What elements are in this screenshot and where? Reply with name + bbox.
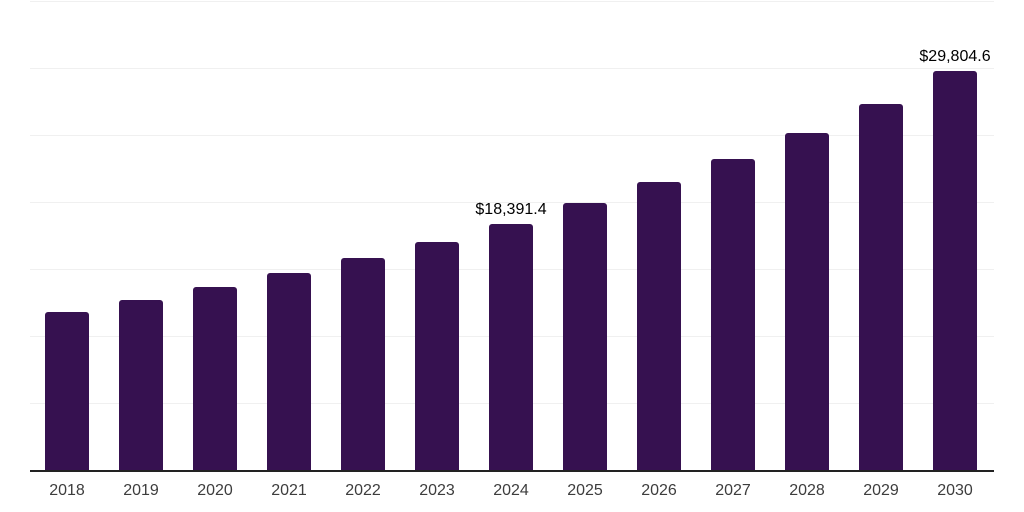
bar-2030 (933, 70, 977, 470)
x-tick-label-2028: 2028 (789, 482, 825, 499)
bar-2025 (563, 202, 607, 470)
bar-2023 (415, 242, 459, 470)
bar-2021 (267, 273, 311, 470)
x-tick-label-2018: 2018 (49, 482, 85, 499)
x-tick-label-2030: 2030 (937, 482, 973, 499)
x-axis-line (30, 470, 994, 472)
bar-2028 (785, 133, 829, 470)
x-tick-label-2020: 2020 (197, 482, 233, 499)
x-tick-label-2029: 2029 (863, 482, 899, 499)
x-tick-label-2019: 2019 (123, 482, 159, 499)
bar-2019 (119, 299, 163, 470)
x-tick-label-2024: 2024 (493, 482, 529, 499)
gridline (30, 134, 994, 136)
data-label-2024: $18,391.4 (475, 200, 547, 218)
gridline (30, 201, 994, 203)
gridline (30, 67, 994, 69)
x-tick-label-2021: 2021 (271, 482, 307, 499)
x-tick-label-2022: 2022 (345, 482, 381, 499)
bar-2026 (637, 182, 681, 470)
x-tick-label-2026: 2026 (641, 482, 677, 499)
bar-2029 (859, 104, 903, 470)
x-tick-label-2027: 2027 (715, 482, 751, 499)
x-tick-label-2023: 2023 (419, 482, 455, 499)
bar-2020 (193, 287, 237, 470)
bar-2018 (45, 311, 89, 470)
plot-area: $18,391.4 $29,804.6 (30, 0, 994, 470)
data-label-2030: $29,804.6 (919, 47, 991, 65)
bar-2022 (341, 258, 385, 470)
bar-2027 (711, 159, 755, 470)
bar-2024 (489, 223, 533, 470)
x-tick-label-2025: 2025 (567, 482, 603, 499)
x-axis-labels: 2018 2019 2020 2021 2022 2023 2024 2025 2026 2027… (30, 481, 994, 501)
gridline (30, 0, 994, 2)
